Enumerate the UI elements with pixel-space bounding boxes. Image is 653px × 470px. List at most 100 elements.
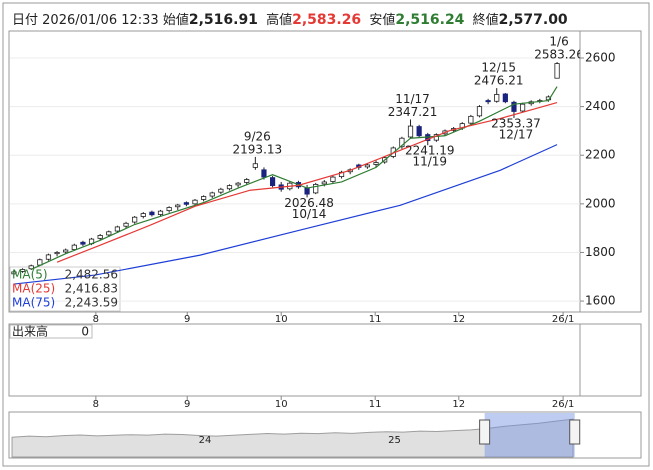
candle-body: [19, 269, 26, 272]
candle-body: [132, 216, 138, 223]
main-panel: [8, 30, 642, 313]
candle-body: [416, 126, 422, 137]
annotation-date: 10/14: [292, 207, 327, 221]
candle-body: [226, 185, 233, 190]
candle-body: [252, 163, 258, 168]
candle-body: [218, 188, 224, 193]
x-tick-label: 8: [93, 399, 99, 410]
candle-body: [330, 176, 336, 182]
annotation-date: 12/15: [481, 61, 516, 75]
annotation-value: 2353.37: [491, 116, 541, 130]
navigator-handle[interactable]: [479, 419, 491, 445]
y-tick-label: 1600: [585, 294, 616, 308]
candle-body: [244, 179, 250, 183]
ma-line: [13, 144, 558, 285]
legend-name: MA(25): [12, 282, 55, 296]
candle-body: [485, 100, 491, 103]
candle-body: [554, 63, 560, 79]
y-tick-label: 2600: [585, 51, 616, 65]
date-label: 日付: [12, 13, 39, 28]
annotation-date: 11/19: [412, 155, 447, 169]
candle-body: [175, 204, 181, 208]
candle-body: [304, 187, 310, 195]
candle-body: [502, 93, 508, 103]
close-label: 終値: [472, 13, 499, 28]
navigator-handle[interactable]: [569, 419, 581, 445]
candle-body: [80, 241, 86, 245]
close: 2,577.00: [498, 12, 568, 28]
legend-name: MA(5): [12, 268, 48, 282]
high-label: 高値: [266, 13, 293, 28]
annotation-value: 2476.21: [474, 74, 524, 88]
annotation-date: 9/26: [244, 129, 271, 143]
candle-body: [54, 252, 60, 255]
annotation-value: 2583.26: [534, 48, 584, 62]
legend-value: 2,416.83: [65, 282, 118, 296]
candle-body: [399, 137, 405, 148]
candle-body: [140, 213, 146, 217]
candle-body: [235, 182, 241, 186]
y-tick-label: 2000: [585, 196, 616, 210]
x-tick-label: 26/1: [552, 314, 574, 325]
volume-value: 0: [81, 325, 89, 339]
y-tick-label: 2200: [585, 148, 616, 162]
annotation-date: 12/17: [499, 127, 534, 141]
x-tick-label: 12: [452, 314, 465, 325]
candle-body: [364, 164, 371, 168]
x-tick-label: 9: [184, 399, 190, 410]
volume-box: [9, 324, 93, 339]
volume-panel: [8, 323, 642, 397]
legend-value: 2,243.59: [65, 296, 118, 310]
x-tick-label: 10: [275, 314, 288, 325]
candle-body: [63, 249, 69, 253]
candle-body: [261, 169, 267, 178]
candle-body: [209, 192, 215, 197]
x-tick-label: 10: [275, 399, 288, 410]
y-tick-label: 1800: [585, 245, 616, 259]
candle-body: [45, 254, 52, 260]
candle-body: [114, 226, 121, 232]
x-tick-label: 26/1: [552, 399, 574, 410]
candle-body: [269, 177, 276, 187]
low-label: 安値: [369, 13, 396, 28]
candle-body: [201, 196, 207, 200]
annotation-value: 2347.21: [388, 105, 438, 119]
candle-body: [321, 181, 327, 185]
candle-body: [166, 207, 172, 212]
x-tick-label: 11: [369, 314, 382, 325]
annotation-date: 11/17: [395, 92, 430, 106]
high: 2,583.26: [292, 12, 362, 28]
candle-body: [97, 235, 103, 239]
legend-value: 2,482.56: [65, 268, 118, 282]
ma-line: [56, 101, 558, 263]
candle-body: [476, 106, 483, 117]
candle-body: [71, 244, 77, 250]
candle-body: [123, 222, 129, 227]
x-tick-label: 9: [184, 314, 190, 325]
candle-body: [494, 94, 500, 102]
candle-body: [11, 271, 17, 275]
low: 2,516.24: [395, 12, 465, 28]
candle-body: [149, 211, 155, 216]
open: 2,516.91: [188, 12, 258, 28]
candle-body: [519, 103, 526, 112]
legend-name: MA(75): [12, 296, 55, 310]
x-tick-label: 12: [452, 399, 465, 410]
navigator-window: [484, 413, 575, 457]
candle-body: [313, 183, 319, 194]
ma-line: [30, 86, 558, 271]
navigator-area: [11, 418, 574, 458]
annotation-value: 2193.13: [233, 142, 283, 156]
annotation-value: 2026.48: [284, 196, 334, 210]
candle-body: [373, 162, 379, 165]
candle-body: [157, 210, 164, 215]
candle-body: [183, 202, 189, 205]
navigator-tick-label: 25: [388, 435, 401, 446]
annotation-value: 2241.19: [405, 144, 455, 158]
candle-body: [511, 101, 517, 112]
candle-body: [407, 125, 414, 138]
date: 2026/01/06 12:33: [42, 13, 159, 28]
